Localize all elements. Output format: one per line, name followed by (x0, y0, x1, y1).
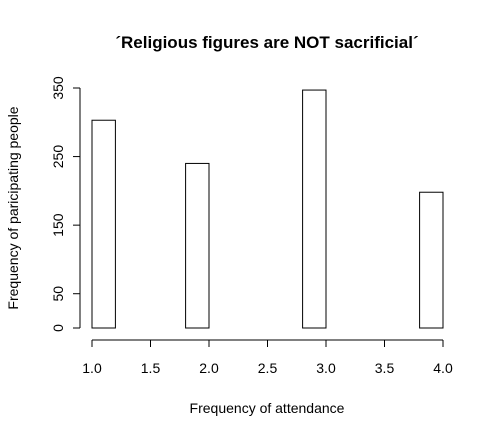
x-tick-label: 2.0 (199, 360, 219, 376)
y-tick-label: 50 (50, 286, 66, 302)
x-tick-label: 1.0 (82, 360, 102, 376)
bars-group (91, 89, 444, 329)
x-tick-label: 3.5 (375, 360, 395, 376)
y-tick-label: 0 (50, 324, 66, 332)
x-axis: 1.0 1.5 2.0 2.5 3.0 3.5 4.0 (82, 339, 453, 376)
x-tick-label: 3.0 (316, 360, 336, 376)
histogram-bar (185, 162, 210, 329)
histogram-bar (302, 89, 327, 329)
y-axis-label: Frequency of paricipating people (5, 106, 21, 309)
y-tick-label: 350 (50, 76, 66, 100)
y-tick-label: 150 (50, 213, 66, 237)
x-tick-label: 4.0 (433, 360, 453, 376)
x-tick-label: 2.5 (258, 360, 278, 376)
histogram-bar (91, 119, 116, 329)
y-tick-label: 250 (50, 145, 66, 169)
y-axis: 0 50 150 250 350 (50, 76, 81, 332)
x-axis-label: Frequency of attendance (190, 400, 345, 416)
histogram-bar (419, 191, 444, 329)
x-tick-label: 1.5 (141, 360, 161, 376)
chart-title: ´Religious figures are NOT sacrificial´ (115, 33, 418, 52)
